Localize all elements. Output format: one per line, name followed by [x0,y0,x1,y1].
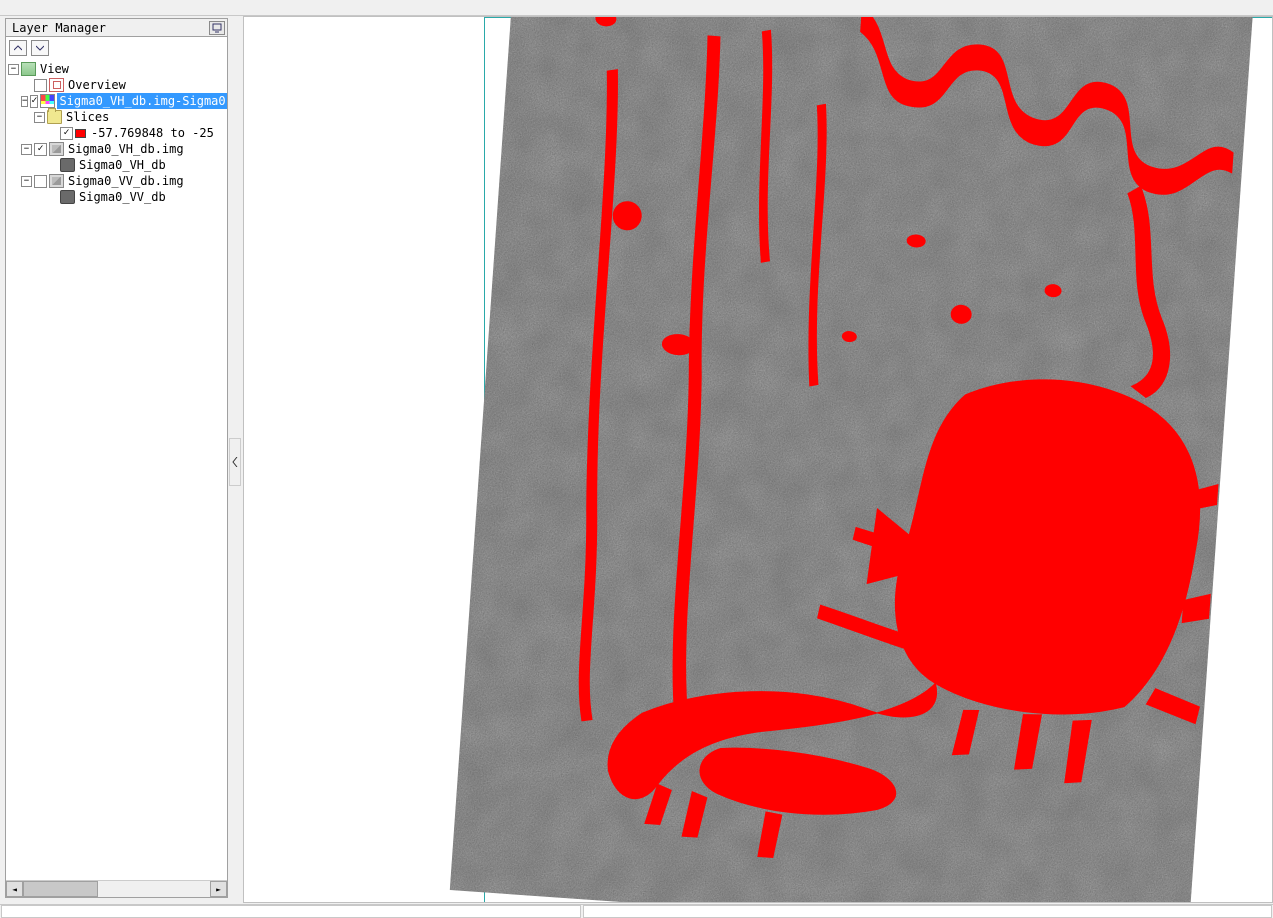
density-slice-icon [40,94,55,108]
tree-node-band-vv[interactable]: Sigma0_VV_db [8,189,227,205]
node-label: View [38,61,71,77]
sar-image-container [450,16,1254,903]
node-label: Sigma0_VH_db.img-Sigma0 [57,93,227,109]
chevron-down-icon [36,45,44,51]
water-density-slice-overlay [450,16,1254,903]
status-cell-left [1,905,581,918]
scroll-thumb[interactable] [23,881,98,897]
scroll-track[interactable] [23,881,210,897]
tree-node-slice1[interactable]: -57.769848 to -25 [8,125,227,141]
tree-node-density[interactable]: − Sigma0_VH_db.img-Sigma0 [8,93,227,109]
panel-menu-button[interactable] [209,21,225,35]
tree-node-band-vh[interactable]: Sigma0_VH_db [8,157,227,173]
scroll-right-button[interactable]: ► [210,881,227,897]
collapse-up-button[interactable] [9,40,27,56]
band-icon [60,158,75,172]
status-cell-right [583,905,1272,918]
layer-visibility-checkbox[interactable] [34,79,47,92]
node-label: -57.769848 to -25 [89,125,216,141]
status-bar [0,904,1273,918]
overview-icon [49,78,64,92]
panel-title-text: Layer Manager [12,19,106,37]
node-label: Overview [66,77,128,93]
tree-horizontal-scrollbar[interactable]: ◄ ► [6,880,227,897]
expand-down-button[interactable] [31,40,49,56]
layer-visibility-checkbox[interactable] [34,143,47,156]
tree-toggle[interactable]: − [21,144,32,155]
tree-node-view[interactable]: − View [8,61,227,77]
tree-toggle[interactable]: − [21,96,28,107]
panel-splitter-handle[interactable] [229,438,241,486]
raster-icon [49,142,64,156]
scroll-left-button[interactable]: ◄ [6,881,23,897]
layer-visibility-checkbox[interactable] [60,127,73,140]
chevron-up-icon [14,45,22,51]
node-label: Slices [64,109,111,125]
layer-visibility-checkbox[interactable] [30,95,38,108]
panel-menu-icon [212,23,222,33]
tree-toggle[interactable]: − [8,64,19,75]
layer-tree[interactable]: − View Overview − Sigma0_VH_db.img-Sigma… [6,59,227,880]
raster-icon [49,174,64,188]
top-toolbar [0,0,1273,16]
view-icon [21,62,36,76]
layer-manager-panel: Layer Manager − View Overview − [5,18,228,898]
node-label: Sigma0_VH_db.img [66,141,186,157]
node-label: Sigma0_VV_db.img [66,173,186,189]
folder-icon [47,110,62,124]
tree-node-slices[interactable]: − Slices [8,109,227,125]
color-chip-icon [75,129,86,138]
tree-node-raster-vh[interactable]: − Sigma0_VH_db.img [8,141,227,157]
node-label: Sigma0_VH_db [77,157,168,173]
tree-toggle[interactable]: − [21,176,32,187]
tree-nav-buttons [6,37,227,59]
band-icon [60,190,75,204]
chevron-left-icon [232,457,238,467]
tree-node-raster-vv[interactable]: − Sigma0_VV_db.img [8,173,227,189]
tree-node-overview[interactable]: Overview [8,77,227,93]
panel-title-bar: Layer Manager [6,19,227,37]
map-viewer[interactable] [243,16,1273,903]
layer-visibility-checkbox[interactable] [34,175,47,188]
tree-toggle[interactable]: − [34,112,45,123]
node-label: Sigma0_VV_db [77,189,168,205]
